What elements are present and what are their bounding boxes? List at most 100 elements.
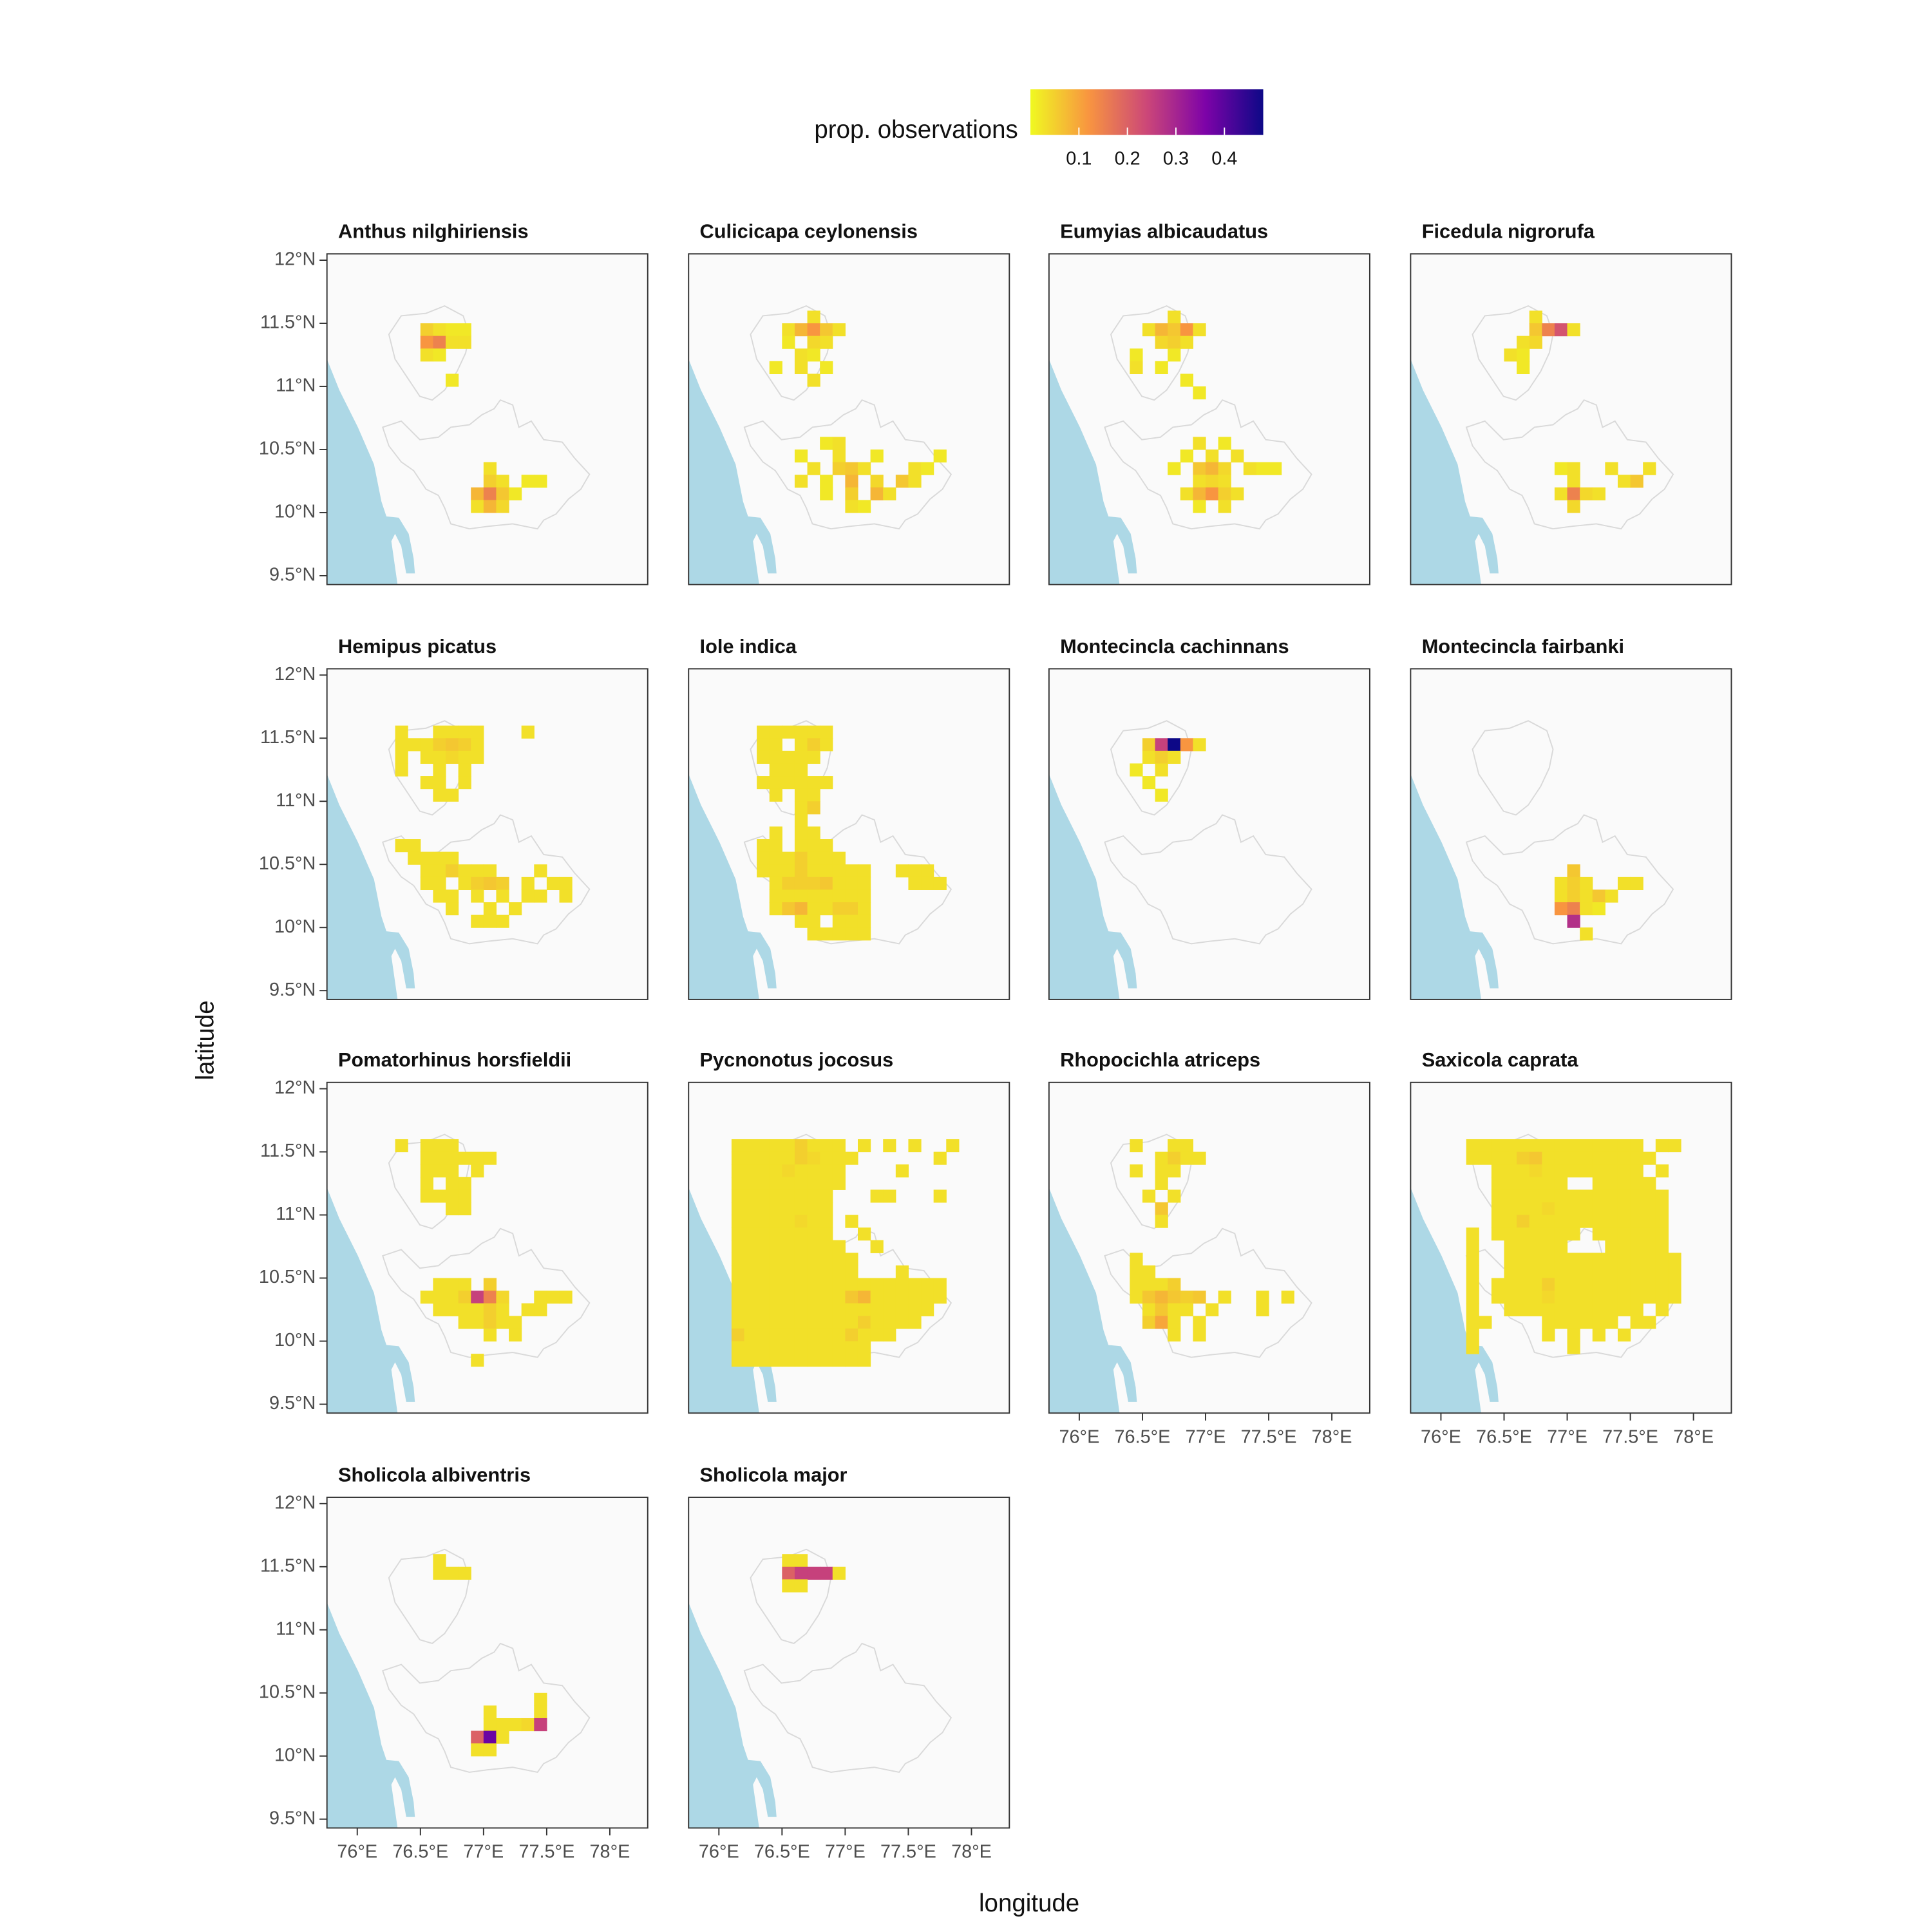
panel-title: Anthus nilghiriensis — [338, 220, 529, 243]
cell — [794, 1316, 808, 1329]
cell — [471, 1303, 484, 1316]
cell — [921, 1291, 934, 1304]
cell — [1655, 1303, 1669, 1316]
cell — [420, 750, 433, 764]
cell — [845, 1291, 858, 1304]
y-tick-label: 10°N — [274, 916, 316, 937]
cell — [1466, 1151, 1479, 1165]
cell — [832, 323, 846, 337]
cell — [1643, 462, 1656, 475]
cell — [857, 462, 871, 475]
cell — [471, 1151, 484, 1165]
cell — [794, 750, 808, 764]
cell — [471, 750, 484, 764]
cell — [1567, 475, 1580, 488]
cell — [731, 1189, 745, 1203]
cell — [1542, 1303, 1555, 1316]
cell — [757, 1354, 770, 1367]
cell — [471, 864, 484, 878]
cell — [1617, 1177, 1631, 1190]
cell — [458, 1566, 471, 1580]
cell — [1592, 1316, 1605, 1329]
cell — [1180, 738, 1193, 752]
cell — [1168, 750, 1181, 764]
cell — [832, 1341, 846, 1354]
cell — [820, 1354, 833, 1367]
cell — [1605, 1164, 1618, 1178]
cell — [933, 876, 947, 890]
cell — [1554, 902, 1568, 916]
cell — [1554, 1139, 1568, 1153]
cell — [1580, 902, 1593, 916]
panel-title: Eumyias albicaudatus — [1060, 220, 1268, 243]
cell — [1617, 475, 1631, 488]
cell — [1193, 1316, 1206, 1329]
cell — [1567, 1227, 1580, 1241]
panel-title: Ficedula nigrorufa — [1422, 220, 1595, 243]
cell — [1643, 1227, 1656, 1241]
x-tick-label: 77°E — [463, 1842, 504, 1862]
cell — [857, 914, 871, 928]
panel: Hemipus picatus 9.5°N 10°N 10.5°N 11°N 11.5°N… — [259, 635, 649, 1000]
panel-frame — [688, 1081, 1010, 1414]
cell — [769, 361, 782, 374]
cell — [820, 725, 833, 739]
cell — [820, 839, 833, 853]
cell — [458, 1278, 471, 1291]
cell — [1542, 1291, 1555, 1304]
cell — [1655, 1227, 1669, 1241]
cell — [1155, 1278, 1168, 1291]
y-tick-label: 11.5°N — [260, 1555, 316, 1576]
cell — [769, 1291, 782, 1304]
cell — [820, 864, 833, 878]
panel: Sholicola major 76°E 76.5°E 77°E 77.5°E 78°E — [688, 1463, 1010, 1862]
cell — [1168, 1303, 1181, 1316]
cell — [1630, 1189, 1643, 1203]
legend-title: prop. observations — [814, 116, 1018, 144]
cell — [845, 1278, 858, 1291]
cell — [420, 1291, 433, 1304]
cell — [1491, 1227, 1505, 1241]
cell — [820, 1202, 833, 1216]
cell — [1529, 310, 1542, 324]
cell — [483, 1151, 497, 1165]
cell — [1130, 1253, 1143, 1266]
cell — [769, 876, 782, 890]
cell — [483, 1743, 497, 1757]
cell — [1193, 437, 1206, 450]
cell — [1168, 323, 1181, 337]
cell — [420, 1189, 433, 1203]
cell — [870, 487, 884, 500]
cell — [757, 1316, 770, 1329]
cell — [757, 1151, 770, 1165]
cell — [1630, 1151, 1643, 1165]
cell — [807, 1164, 820, 1178]
cell — [1256, 1291, 1269, 1304]
cell — [1605, 1291, 1618, 1304]
cell — [1155, 788, 1168, 802]
cell — [845, 1316, 858, 1329]
cell — [1592, 1189, 1605, 1203]
cell — [782, 750, 795, 764]
cell — [1504, 1139, 1517, 1153]
cell — [832, 851, 846, 865]
panel-frame — [1048, 1081, 1370, 1414]
cell — [1567, 1202, 1580, 1216]
cell — [1466, 1291, 1479, 1304]
y-tick-label: 10.5°N — [259, 439, 316, 459]
cell — [1643, 1189, 1656, 1203]
cell — [433, 788, 446, 802]
cell — [820, 1278, 833, 1291]
cell — [845, 876, 858, 890]
cell — [446, 1202, 459, 1216]
cell — [744, 1265, 757, 1279]
cell — [1168, 738, 1181, 752]
cell — [1554, 1240, 1568, 1253]
cell — [1130, 1164, 1143, 1178]
cell — [1466, 1139, 1479, 1153]
cell — [1592, 1177, 1605, 1190]
cell — [820, 927, 833, 941]
cell — [521, 475, 535, 488]
cell — [769, 1240, 782, 1253]
